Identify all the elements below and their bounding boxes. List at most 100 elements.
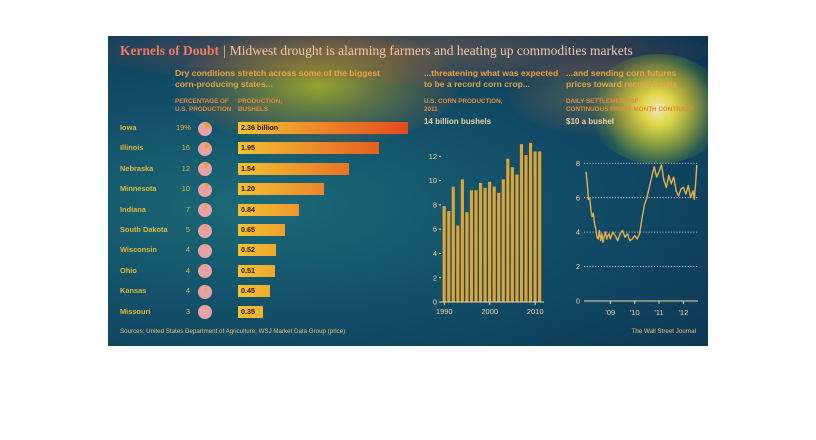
pie-chart: [198, 305, 212, 320]
pie-chart: [198, 162, 212, 177]
pie-slice: [205, 162, 210, 170]
y-tick-label: 6: [576, 193, 580, 202]
bar-value-label: 1.54: [241, 163, 255, 173]
state-label: Kansas: [120, 286, 147, 296]
x-tick-label: '11: [654, 308, 663, 317]
state-label: Wisconsin: [120, 245, 157, 255]
title-separator: |: [223, 43, 226, 58]
production-bar: 0.52: [238, 244, 276, 257]
x-tick-label: 2010: [527, 307, 544, 316]
pie-slice: [205, 141, 211, 149]
production-unit-label: 14 billion bushels: [424, 117, 492, 126]
x-tick-label: 2000: [481, 307, 498, 316]
production-column: [483, 187, 487, 302]
pct-label: 19%: [176, 123, 191, 132]
production-column: [474, 190, 478, 302]
state-label: Indiana: [120, 204, 146, 214]
price-subheading: DAILY SETTLEMENT OF CONTINUOUS FRONT-MON…: [566, 98, 694, 113]
pie-chart: [198, 121, 212, 136]
y-tick-label: 10: [429, 176, 437, 185]
pie-chart: [198, 141, 212, 156]
y-tick-label: 4: [433, 249, 437, 258]
price-subheading-line: DAILY SETTLEMENT OF: [566, 98, 639, 105]
x-tick-label: '12: [679, 308, 689, 317]
price-heading-line: ...and sending corn futures: [566, 68, 677, 78]
pie-slice: [205, 203, 208, 211]
price-subheading-line: CONTINUOUS FRONT-MONTH CONTRACT: [566, 105, 694, 113]
bar-value-label: 0.84: [241, 204, 255, 214]
production-chart: 0 2 4 6 8 10 12 1990 2000 2010: [429, 142, 544, 316]
x-tick-label: '10: [630, 308, 640, 317]
production-column: [519, 144, 524, 302]
production-column: [501, 179, 505, 302]
y-tick-label: 0: [576, 297, 580, 306]
y-tick-label: 2: [433, 273, 437, 282]
chart-title: Kernels of Doubt | Midwest drought is alar…: [120, 44, 633, 58]
production-column: [492, 186, 496, 302]
production-column: [510, 167, 514, 302]
bar-value-label: 0.35: [241, 306, 255, 316]
pct-column-header-line: PERCENTAGE OF: [175, 98, 229, 105]
production-bar: 0.51: [238, 264, 275, 277]
production-column: [469, 190, 474, 302]
bar-value-label: 0.45: [241, 286, 255, 296]
state-label: Ohio: [120, 265, 137, 275]
y-tick-label: 4: [576, 228, 580, 237]
state-label: Missouri: [120, 306, 151, 316]
bar-value-label: 0.51: [241, 265, 255, 275]
production-column: [460, 179, 464, 302]
pie-slice: [205, 305, 207, 313]
production-column: [528, 142, 533, 302]
y-tick-label: 8: [576, 159, 580, 168]
production-column-header-line: PRODUCTION,: [238, 98, 283, 105]
production-subheading-line: 2011: [424, 105, 438, 113]
production-bar: 2.36 billion: [238, 122, 408, 134]
pct-label: 4: [185, 245, 190, 255]
price-chart: 0 2 4 6 8 '09 '10 '11 '12: [576, 159, 698, 317]
production-column: [533, 151, 537, 302]
production-column: [524, 155, 528, 302]
production-heading: ...threatening what was expected to be a…: [424, 68, 558, 90]
pct-label: 4: [185, 286, 190, 296]
production-bar: 0.45: [238, 285, 271, 298]
pct-label: 5: [185, 225, 190, 234]
y-tick-label: 8: [433, 200, 437, 209]
production-column: [497, 192, 501, 302]
pie-slice: [205, 182, 210, 190]
states-heading-line: corn-producing states...: [175, 79, 273, 89]
production-column: [465, 212, 469, 302]
pie-slice: [205, 264, 207, 272]
title-text: Kernels of Doubt: [120, 43, 219, 58]
x-tick-label: 1990: [436, 307, 453, 316]
pie-slice: [205, 223, 208, 231]
pie-chart: [198, 203, 212, 218]
pie-chart: [198, 223, 212, 238]
pct-column-header-line: U.S. PRODUCTION: [175, 105, 232, 113]
production-bar: 1.95: [238, 142, 379, 155]
state-label: Iowa: [120, 123, 137, 132]
pie-chart: [198, 243, 212, 258]
pct-label: 3: [185, 306, 190, 316]
bar-value-label: 1.20: [241, 184, 255, 194]
title-subtitle: Midwest drought is alarming farmers and …: [229, 43, 633, 58]
pct-label: 4: [185, 265, 190, 275]
pie-chart: [198, 264, 212, 279]
production-column-header: PRODUCTION, BUSHELS: [238, 98, 282, 113]
pct-label: 10: [181, 184, 190, 194]
x-tick-label: '09: [605, 308, 615, 317]
production-column: [451, 186, 455, 302]
state-label: Nebraska: [120, 163, 154, 173]
pct-column-header: PERCENTAGE OF U.S. PRODUCTION: [175, 98, 231, 113]
production-column: [442, 206, 446, 302]
pie-slice: [205, 284, 207, 292]
pie-chart: [198, 182, 212, 197]
pie-slice: [205, 243, 207, 251]
state-label: South Dakota: [120, 225, 168, 234]
production-bar: 0.84: [238, 203, 299, 216]
states-heading-line: Dry conditions stretch across some of th…: [175, 68, 380, 78]
production-heading-line: ...threatening what was expected: [424, 68, 559, 78]
pie-chart: [198, 284, 212, 299]
production-bar: 1.20: [238, 183, 325, 196]
y-tick-label: 2: [576, 262, 580, 271]
pct-label: 12: [181, 163, 190, 173]
